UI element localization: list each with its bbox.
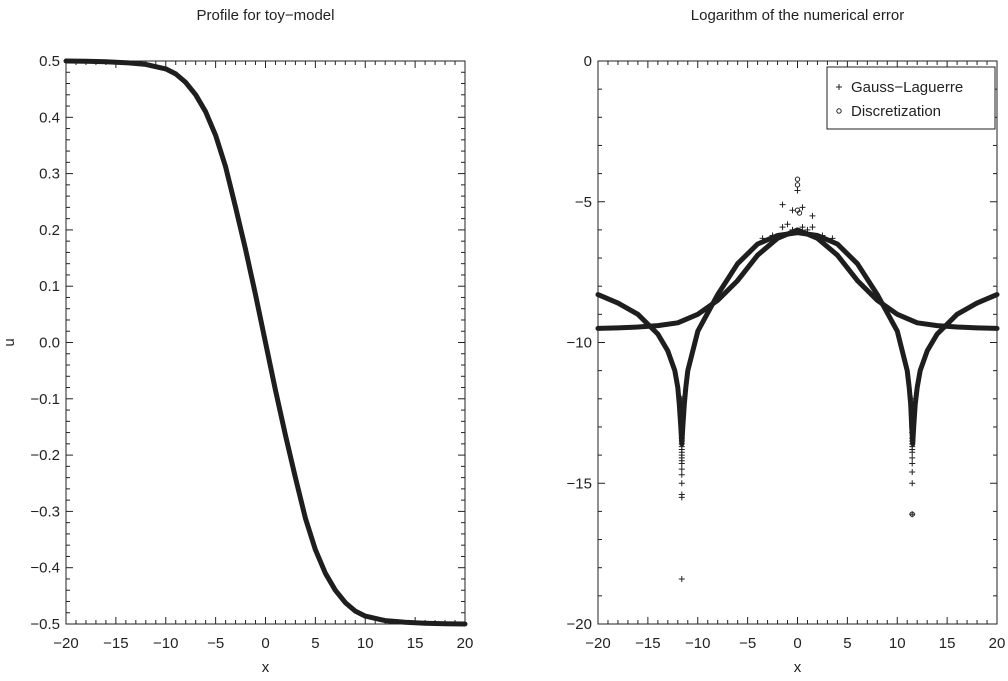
y-tick-label: 0.0	[39, 335, 60, 352]
y-tick-label: −5	[575, 194, 592, 211]
data-point-plus	[909, 460, 916, 467]
y-tick-label: −0.1	[30, 391, 60, 408]
x-tick-label: 15	[939, 635, 956, 652]
data-point-plus	[794, 187, 801, 194]
y-tick-label: −15	[567, 475, 592, 492]
y-tick-label: −10	[567, 335, 592, 352]
y-tick-label: −0.4	[30, 560, 60, 577]
legend-circle-icon	[836, 108, 842, 114]
y-tick-label: −20	[567, 616, 592, 633]
y-tick-label: 0.2	[39, 222, 60, 239]
x-tick-label: 5	[311, 635, 319, 652]
y-axis-label: u	[1, 338, 18, 346]
y-tick-label: −0.3	[30, 503, 60, 520]
data-point-plus	[678, 575, 685, 582]
data-point-plus	[678, 494, 685, 501]
data-point-circle	[909, 511, 915, 517]
x-tick-label: −10	[153, 635, 178, 652]
x-tick-label: −15	[635, 635, 660, 652]
x-axis-label: x	[794, 659, 802, 676]
data-point-plus	[784, 221, 791, 228]
x-axis-label: x	[262, 659, 270, 676]
legend-box	[826, 66, 996, 130]
y-tick-label: 0.3	[39, 166, 60, 183]
data-point-plus	[799, 204, 806, 211]
data-point-circle	[794, 176, 801, 182]
x-tick-label: 0	[793, 635, 801, 652]
x-tick-label: 15	[407, 635, 424, 652]
legend-plus-icon	[836, 84, 842, 90]
series-line	[595, 227, 1000, 331]
right-plot-panel: Logarithm of the numerical error −20 −15 −1…	[567, 7, 1006, 676]
data-point-plus	[779, 201, 786, 208]
legend: Gauss−Laguerre Discretization	[826, 66, 996, 130]
x-tick-label: 10	[889, 635, 906, 652]
left-plot-panel: Profile for toy−model −20 −15 −10 −5 0 5 10 15 20…	[1, 7, 473, 676]
x-tick-label: −5	[207, 635, 224, 652]
series-line	[63, 58, 468, 627]
x-tick-label: −5	[739, 635, 756, 652]
y-tick-label: 0.1	[39, 278, 60, 295]
data-point-plus	[799, 224, 806, 231]
data-point-plus	[678, 460, 685, 467]
data-point-plus	[809, 212, 816, 219]
y-tick-label: 0.4	[39, 109, 60, 126]
x-tick-label: 5	[843, 635, 851, 652]
legend-label: Gauss−Laguerre	[851, 79, 963, 96]
y-tick-label: 0.5	[39, 53, 60, 70]
y-tick-label: −0.5	[30, 616, 60, 633]
data-point-plus	[909, 468, 916, 475]
plot-frame	[597, 60, 998, 625]
x-tick-label: −10	[685, 635, 710, 652]
legend-label: Discretization	[851, 103, 941, 120]
data-point-plus	[678, 480, 685, 487]
data-point-plus	[909, 454, 916, 461]
data-point-plus	[678, 466, 685, 473]
data-point-plus	[779, 224, 786, 231]
x-tick-label: 20	[457, 635, 474, 652]
y-tick-label: −0.2	[30, 447, 60, 464]
y-tick-label: 0	[584, 53, 592, 70]
data-point-plus	[909, 449, 916, 456]
data-point-plus	[809, 224, 816, 231]
x-tick-label: −20	[585, 635, 610, 652]
data-point-circle	[796, 210, 803, 216]
x-tick-label: −20	[53, 635, 78, 652]
data-point-circle	[794, 182, 801, 188]
series-line	[595, 230, 1000, 447]
chart-title: Logarithm of the numerical error	[691, 7, 904, 24]
data-point-plus	[909, 480, 916, 487]
data-point-plus	[678, 471, 685, 478]
x-tick-label: 20	[989, 635, 1006, 652]
x-tick-label: −15	[103, 635, 128, 652]
x-tick-label: 0	[261, 635, 269, 652]
data-point-plus	[789, 207, 796, 214]
x-tick-label: 10	[357, 635, 374, 652]
chart-title: Profile for toy−model	[197, 7, 335, 24]
